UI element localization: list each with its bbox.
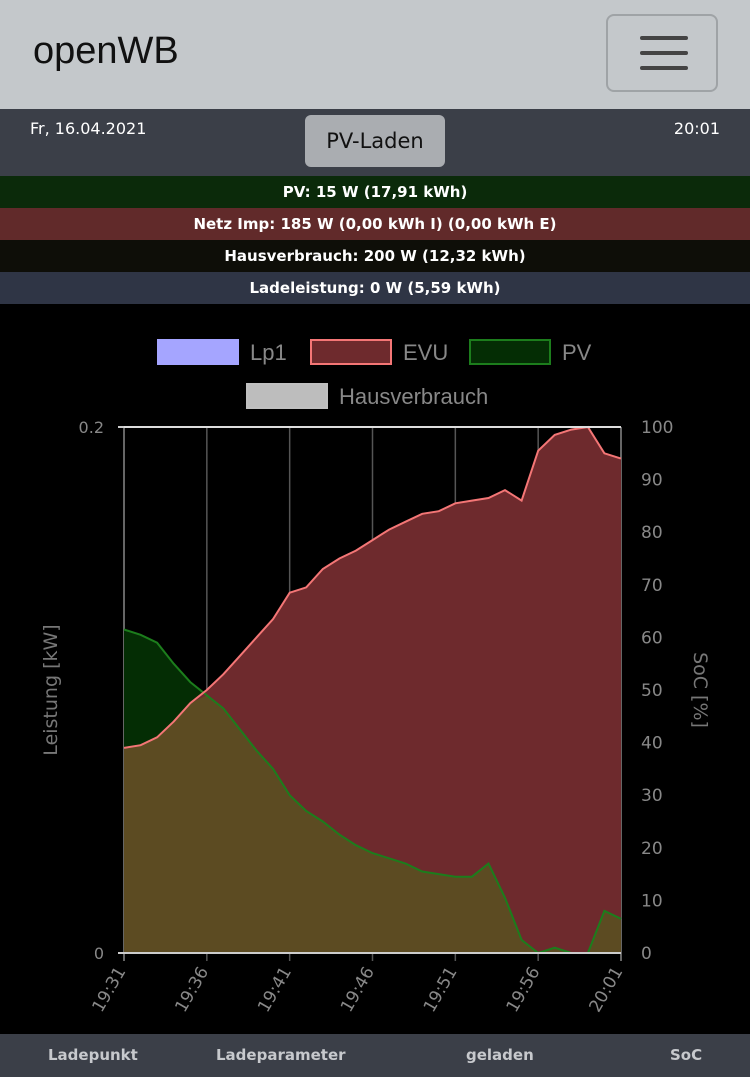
evu-line	[123, 425, 622, 749]
pv-info-row: PV: 15 W (17,91 kWh)	[0, 176, 750, 208]
y-tick-label: 0	[94, 944, 104, 963]
y2-tick-label: 40	[641, 734, 663, 754]
y-axis-label: Leistung [kW]	[40, 624, 62, 755]
y2-tick-label: 20	[641, 839, 663, 859]
legend-swatch-hausverbrauch	[246, 383, 328, 409]
footer-soc: SoC	[670, 1046, 703, 1064]
power-chart-svg: Lp1 EVU PV Hausverbrauch 0.2 0 0 10 20 30 40 50 60 70…	[40, 339, 711, 1016]
y2-tick-label: 100	[641, 418, 673, 438]
x-tick-label: 19:36	[171, 964, 213, 1016]
x-tick-label: 19:46	[337, 964, 379, 1016]
menu-button[interactable]	[606, 14, 718, 92]
y2-tick-label: 90	[641, 471, 663, 491]
y2-tick-label: 70	[641, 576, 663, 596]
legend-label-evu: EVU	[403, 340, 448, 365]
grid-info-row: Netz Imp: 185 W (0,00 kWh I) (0,00 kWh E…	[0, 208, 750, 240]
legend-swatch-evu	[310, 339, 392, 365]
legend-label-hausverbrauch: Hausverbrauch	[339, 384, 488, 409]
footer-ladepunkt: Ladepunkt	[48, 1046, 138, 1064]
footer-bar: Ladepunkt Ladeparameter geladen SoC	[0, 1034, 750, 1077]
y2-tick-label: 0	[641, 944, 652, 964]
legend-label-pv: PV	[562, 340, 592, 365]
y2-tick-label: 60	[641, 628, 663, 648]
footer-ladeparameter: Ladeparameter	[216, 1046, 346, 1064]
brand-title[interactable]: openWB	[33, 30, 179, 72]
y2-tick-label: 80	[641, 523, 663, 543]
hausverbrauch-area	[124, 695, 621, 953]
y2-tick-label: 30	[641, 786, 663, 806]
footer-geladen: geladen	[466, 1046, 534, 1064]
x-tick-label: 19:51	[420, 964, 462, 1016]
time-label: 20:01	[673, 119, 720, 138]
charge-mode-button[interactable]: PV-Laden	[305, 115, 445, 167]
legend-label-lp1: Lp1	[250, 340, 287, 365]
power-chart: Lp1 EVU PV Hausverbrauch 0.2 0 0 10 20 30 40 50 60 70…	[0, 304, 750, 1034]
y-tick-label: 0.2	[79, 418, 104, 437]
date-label: Fr, 16.04.2021	[30, 119, 147, 138]
legend-swatch-pv	[469, 339, 551, 365]
x-tick-label: 19:56	[503, 964, 545, 1016]
status-bar: Fr, 16.04.2021 PV-Laden 20:01	[0, 109, 750, 176]
legend-swatch-lp1	[157, 339, 239, 365]
y2-tick-label: 10	[641, 891, 663, 911]
x-tick-label: 20:01	[586, 964, 628, 1016]
house-consumption-row: Hausverbrauch: 200 W (12,32 kWh)	[0, 240, 750, 272]
x-tick-label: 19:41	[254, 964, 296, 1016]
x-tick-label: 19:31	[89, 964, 131, 1016]
navbar: openWB	[0, 0, 750, 109]
y2-axis-label: SoC [%]	[689, 652, 711, 728]
charging-power-row: Ladeleistung: 0 W (5,59 kWh)	[0, 272, 750, 304]
y2-tick-label: 50	[641, 681, 663, 701]
